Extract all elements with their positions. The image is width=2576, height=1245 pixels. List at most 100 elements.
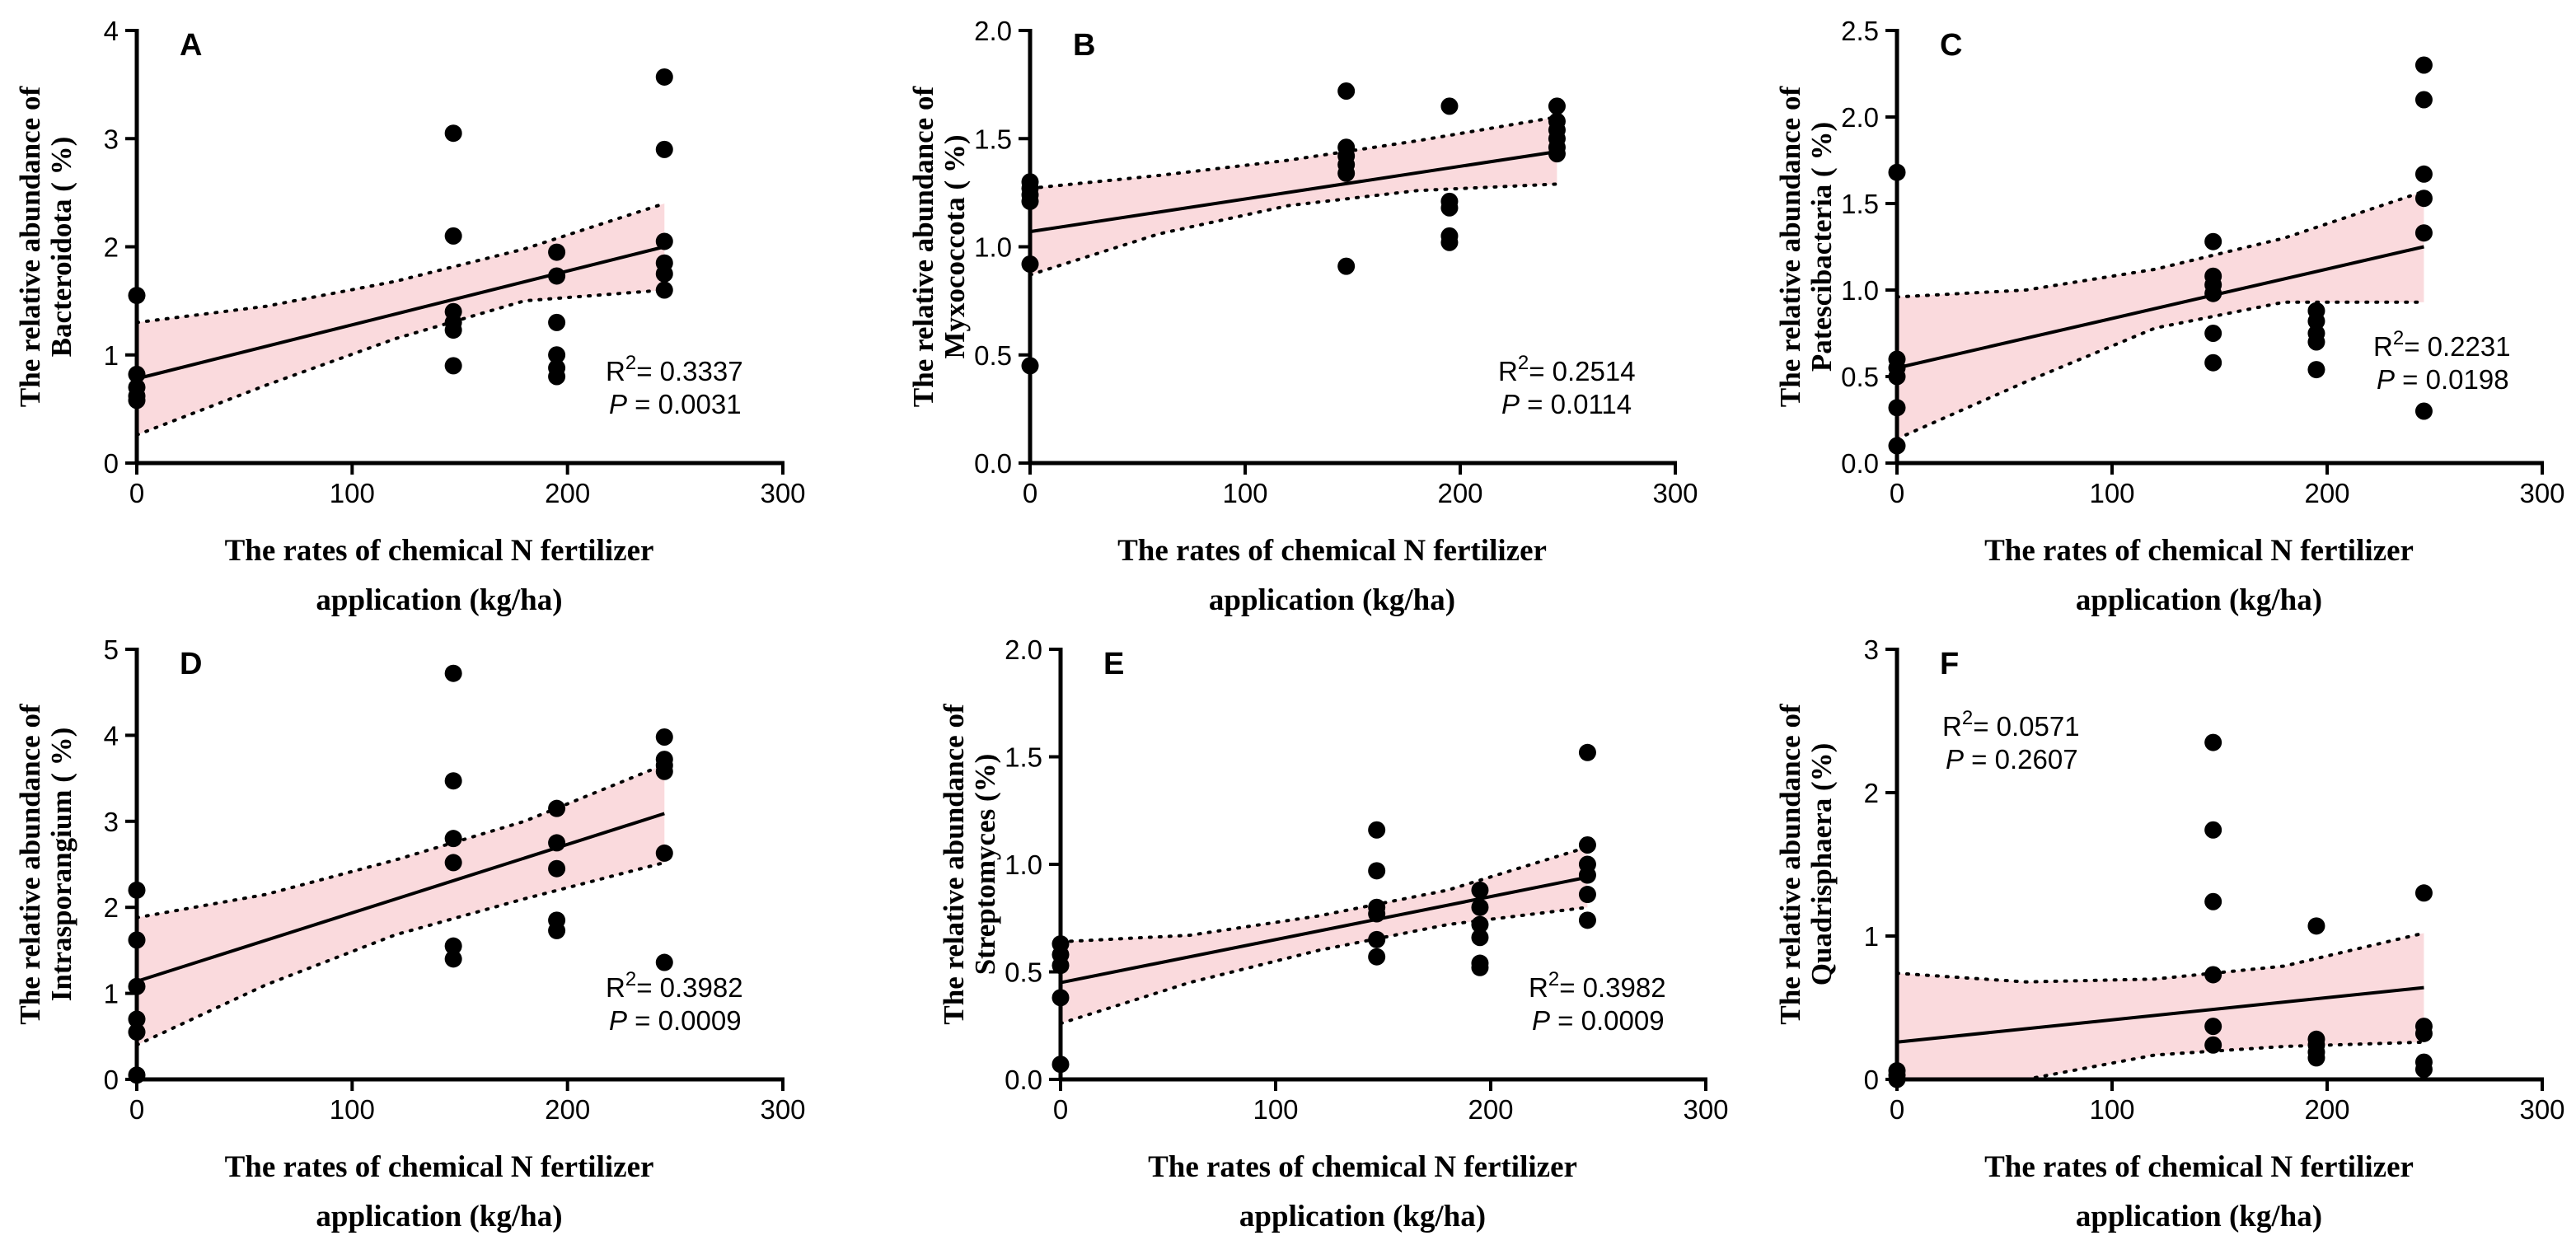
x-axis-title-line1: The rates of chemical N fertilizer [225,1150,654,1184]
data-point [655,281,673,299]
x-tick-label: 300 [1683,1094,1728,1125]
data-point [2204,325,2222,342]
y-axis-title: The relative abundance ofPatescibacteria… [1774,87,1838,408]
x-tick-label: 0 [1890,1094,1904,1125]
panel-d: 0 1 2 3 4 5 0 100 200 300 D The relative abundance … [14,634,806,1233]
p-value-label: P = 0.0198 [2377,364,2509,395]
p-value-symbol: P [2377,364,2395,395]
data-point [2204,232,2222,250]
x-tick-label: 0 [129,1094,144,1125]
panel-letter: C [1940,28,1962,63]
data-point [1368,948,1386,966]
r-squared-label: R2= 0.2231 [2373,327,2511,362]
data-point [1368,821,1386,839]
data-point [1578,743,1596,761]
data-point [2414,1060,2433,1079]
x-tick-label: 200 [545,1094,590,1125]
ci-lower-line [1895,1040,2426,1081]
data-point [444,937,462,955]
p-value-value: = 0.0031 [627,389,742,419]
p-value-label: P = 0.2607 [1946,744,2078,775]
data-point [548,243,566,261]
p-value-value: = 0.0198 [2395,364,2509,395]
r-squared-symbol: R [1498,356,1518,386]
x-axis-title-line2: application (kg/ha) [1239,1200,1486,1233]
panel-c: 0.0 0.5 1.0 1.5 2.0 2.5 0 100 200 300 C The relativ… [1774,16,2565,617]
regression-line [136,245,665,381]
x-axis-title: The rates of chemical N fertilizer applic… [225,1150,654,1233]
ci-lower-line [135,288,667,437]
x-tick-label: 100 [330,1094,375,1125]
p-value-symbol: P [1501,389,1520,419]
p-value-label: P = 0.0009 [1532,1005,1665,1036]
r-squared-label: R2= 0.2514 [1498,352,1636,386]
y-axis-title-line2: Intrasporangium ( %) [45,728,77,1002]
data-point [2204,1036,2222,1054]
confidence-band [1061,847,1588,1024]
r-squared-value: = 0.3337 [636,356,742,386]
x-tick-label: 300 [2519,1094,2564,1125]
r-squared-label: R2= 0.3982 [606,968,743,1003]
y-tick-label: 0 [1864,1065,1879,1095]
data-point [444,357,462,375]
x-axis-title: The rates of chemical N fertilizer applic… [1148,1150,1577,1233]
confidence-band [137,764,665,1046]
data-point [2414,56,2433,74]
x-tick-label: 200 [1437,478,1482,508]
data-point [655,728,673,746]
data-point [655,762,673,780]
data-point [1471,929,1489,947]
regression-line [1029,150,1557,234]
data-point [444,950,462,968]
y-tick-label: 5 [104,634,119,665]
confidence-band [1897,191,2424,439]
x-axis-title-line1: The rates of chemical N fertilizer [1984,1150,2414,1184]
data-point [655,68,673,86]
y-axis-title: The relative abundance ofQuadrisphaera (… [1774,704,1838,1025]
r-squared-symbol: R [1529,972,1548,1003]
y-axis-title-line1: The relative abundance of [1774,87,1806,408]
data-point [548,859,566,878]
data-point [1471,915,1489,934]
p-value-label: P = 0.0114 [1501,389,1632,419]
y-tick-label: 2 [104,892,119,923]
p-value-value: = 0.0114 [1520,389,1632,419]
panel-a: 0 1 2 3 4 0 100 200 300 A The relative abundance o… [14,16,806,617]
x-tick-label: 200 [545,478,590,508]
data-point [2414,1024,2433,1042]
y-tick-label: 3 [104,124,119,154]
y-axis-title: The relative abundance ofStreptomyces (%… [938,704,1001,1025]
regression-line [1060,875,1588,985]
y-tick-label: 3 [1864,634,1879,665]
y-tick-label: 1.0 [1005,850,1042,880]
data-point [2204,284,2222,302]
data-point [1440,233,1459,251]
y-axis-title-line2: Quadrisphaera (%) [1806,743,1838,986]
data-point [1548,97,1566,115]
data-point [444,664,462,682]
y-tick-label: 0.0 [1841,448,1879,479]
y-tick-label: 1.0 [1841,275,1879,306]
y-tick-label: 1 [1864,921,1879,952]
data-point [655,844,673,862]
r-squared-superscript: 2 [1962,707,1973,729]
y-axis-title-line1: The relative abundance of [14,87,46,408]
r-squared-superscript: 2 [625,968,636,990]
data-point [1337,164,1356,182]
r-squared-superscript: 2 [2393,327,2404,349]
y-tick-label: 4 [104,720,119,751]
p-value-symbol: P [1532,1005,1550,1036]
data-point [2204,892,2222,910]
y-axis-title-line1: The relative abundance of [907,87,939,408]
x-tick-label: 200 [1468,1094,1513,1125]
data-point [655,140,673,158]
r-squared-symbol: R [606,356,625,386]
data-point [1337,82,1356,100]
y-tick-label: 1 [104,340,119,371]
data-point [655,953,673,971]
x-tick-label: 200 [2304,1094,2349,1125]
r-squared-label: R2= 0.3982 [1529,968,1666,1003]
x-axis-title-line1: The rates of chemical N fertilizer [1148,1150,1577,1184]
y-tick-label: 3 [104,807,119,837]
panel-e: 0.0 0.5 1.0 1.5 2.0 0 100 200 300 E The relative a… [938,634,1729,1233]
